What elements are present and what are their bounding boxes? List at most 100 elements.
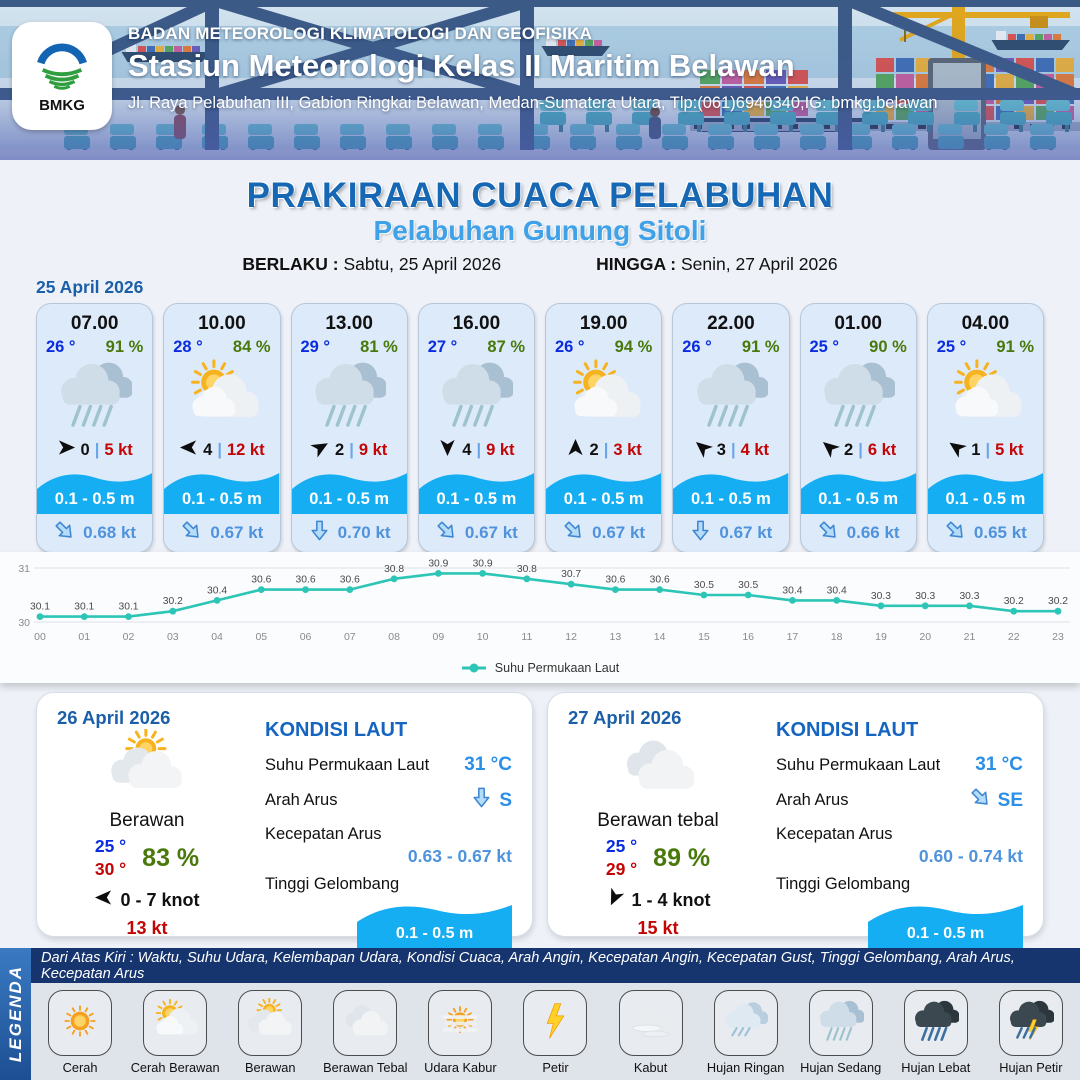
- station-address: Jl. Raya Pelabuhan III, Gabion Ringkai B…: [128, 94, 938, 112]
- current-speed: 0.67 kt: [210, 523, 264, 542]
- wind-direction-icon: [438, 438, 457, 462]
- port-illustration: [0, 0, 1080, 160]
- svg-text:30.2: 30.2: [163, 596, 183, 607]
- current-direction-icon: [180, 519, 203, 547]
- svg-text:30.4: 30.4: [207, 585, 227, 596]
- humidity: 84 %: [232, 338, 271, 356]
- legend-item: Hujan Sedang: [795, 990, 887, 1075]
- gust-speed: 4 kt: [740, 440, 769, 459]
- valid-to-value: Senin, 27 April 2026: [681, 254, 838, 274]
- gust-speed: 9 kt: [486, 440, 515, 459]
- wind-speed: 2: [589, 440, 599, 459]
- temp-max: 30 °: [94, 859, 127, 879]
- legend-footer: LEGENDA Dari Atas Kiri : Waktu, Suhu Uda…: [0, 948, 1080, 1080]
- current-direction-icon: [969, 786, 992, 815]
- wave-height-box: 0.1 - 0.5 m: [357, 898, 512, 950]
- current-row: 0.68 kt: [37, 514, 152, 552]
- legend-title-bar: LEGENDA: [0, 948, 31, 1080]
- legend-item: Hujan Lebat: [890, 990, 982, 1075]
- current-direction-icon: [562, 519, 585, 547]
- forecast-time: 07.00: [70, 313, 119, 334]
- weather-icon: [694, 358, 769, 437]
- current-row: 0.67 kt: [546, 514, 661, 552]
- wave-height: 0.1 - 0.5 m: [818, 490, 899, 508]
- current-direction-icon: [435, 519, 458, 547]
- wind-row: 2 | 9 kt: [292, 437, 407, 463]
- current-direction-icon: [470, 786, 493, 815]
- temp-min: 25 °: [94, 836, 127, 856]
- svg-text:16: 16: [742, 631, 754, 643]
- chart-legend: Suhu Permukaan Laut: [0, 661, 1080, 675]
- current-speed: 0.66 kt: [846, 523, 900, 542]
- svg-text:31: 31: [18, 563, 30, 575]
- sea-conditions: KONDISI LAUT Suhu Permukaan Laut 31 °C A…: [776, 719, 1023, 950]
- wave-height: 0.1 - 0.5 m: [436, 490, 517, 508]
- wind-row: 0 | 5 kt: [37, 437, 152, 463]
- sst-label: Suhu Permukaan Laut: [776, 755, 941, 774]
- svg-text:13: 13: [610, 631, 622, 643]
- current-row: 0.67 kt: [673, 514, 788, 552]
- weather-icon: [439, 358, 515, 437]
- sea-temperature-chart-panel: 30 31 30.1 00 30.1 01 30.1 02 30.2 03 30.4 04 30.6 05…: [0, 552, 1080, 683]
- wind-speed: 0: [80, 440, 90, 459]
- legend-icon-box: [523, 990, 588, 1056]
- svg-text:22: 22: [1008, 631, 1020, 643]
- gust-speed: 12 kt: [226, 440, 265, 459]
- wave-height: 0.1 - 0.5 m: [690, 490, 771, 508]
- current-row: 0.67 kt: [164, 514, 279, 552]
- svg-text:11: 11: [521, 631, 532, 643]
- hourly-forecast-card: 04.00 25 ° 91 % 1 | 5 kt 0.1 - 0.5 m 0.6…: [926, 303, 1044, 553]
- svg-text:30.9: 30.9: [473, 558, 493, 569]
- svg-text:00: 00: [34, 631, 46, 643]
- wave-height: 0.1 - 0.5 m: [906, 925, 985, 942]
- svg-text:30: 30: [18, 617, 30, 629]
- current-direction-icon: [689, 519, 712, 547]
- svg-text:30.5: 30.5: [738, 580, 758, 591]
- weather-icon: [312, 358, 388, 437]
- forecast-time: 01.00: [834, 313, 882, 334]
- svg-text:30.1: 30.1: [118, 602, 138, 613]
- port-name: Pelabuhan Gunung Sitoli: [373, 215, 707, 246]
- current-speed: 0.65 kt: [973, 523, 1027, 542]
- weather-icon: [821, 358, 897, 437]
- svg-text:12: 12: [565, 631, 577, 643]
- svg-text:21: 21: [964, 631, 976, 643]
- current-direction-label: Arah Arus: [776, 791, 849, 809]
- wave-height-band: 0.1 - 0.5 m: [291, 467, 407, 514]
- current-direction-icon: [944, 519, 967, 547]
- legend-note: Dari Atas Kiri : Waktu, Suhu Udara, Kele…: [31, 948, 1080, 983]
- wave-icon: [357, 905, 512, 950]
- legend-item-label: Hujan Petir: [999, 1060, 1063, 1075]
- svg-text:08: 08: [388, 631, 400, 643]
- air-temperature: 25 °: [809, 338, 840, 356]
- day-date: 27 April 2026: [568, 707, 682, 728]
- legend-icon-box: [618, 990, 683, 1056]
- humidity: 90 %: [869, 338, 907, 356]
- weather-icon: [567, 358, 641, 437]
- gust-speed: 5 kt: [995, 440, 1024, 459]
- legend-item-label: Hujan Ringan: [706, 1060, 785, 1075]
- wave-height: 0.1 - 0.5 m: [309, 490, 390, 508]
- temp-min: 25 °: [605, 836, 638, 856]
- current-direction: SE: [997, 789, 1023, 811]
- wind-direction-icon: [693, 438, 713, 462]
- wind-direction-icon: [566, 438, 585, 462]
- svg-text:30.6: 30.6: [605, 575, 625, 586]
- legend-item: Cerah: [34, 990, 126, 1075]
- wind-speed: 2: [335, 440, 345, 459]
- sst-value: 31 °C: [464, 754, 512, 775]
- svg-text:18: 18: [831, 631, 843, 643]
- humidity: 94 %: [614, 338, 653, 356]
- current-row: 0.70 kt: [292, 514, 407, 552]
- wave-height-band: 0.1 - 0.5 m: [418, 467, 534, 514]
- wave-icon: [868, 905, 1023, 950]
- current-speed: 0.67 kt: [719, 523, 773, 542]
- current-speed-label: Kecepatan Arus: [776, 825, 893, 843]
- legend-item-label: Petir: [542, 1060, 569, 1075]
- gust-speed: 5 kt: [104, 440, 133, 459]
- current-speed: 0.60 - 0.74 kt: [918, 846, 1023, 866]
- air-temperature: 27 °: [427, 338, 458, 356]
- humidity: 87 %: [487, 338, 525, 356]
- divider: |: [858, 440, 863, 459]
- legend-title: LEGENDA: [5, 965, 25, 1063]
